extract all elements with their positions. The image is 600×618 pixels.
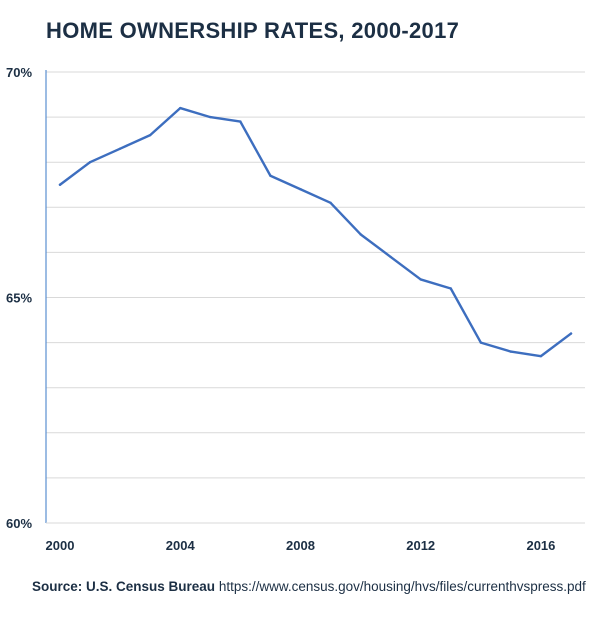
chart-title: HOME OWNERSHIP RATES, 2000-2017 [46, 18, 460, 43]
data-point [419, 278, 422, 281]
x-tick-label: 2004 [166, 538, 196, 553]
axes [45, 70, 585, 524]
y-tick-label: 60% [6, 516, 32, 531]
y-tick-label: 65% [6, 291, 32, 306]
x-tick-label: 2012 [406, 538, 435, 553]
data-point [569, 332, 573, 335]
x-tick-label: 2000 [46, 538, 75, 553]
x-tick-labels: 2000 2004 2008 2012 2016 [46, 538, 556, 553]
gridlines [46, 71, 585, 479]
data-point [209, 115, 212, 119]
data-point [239, 120, 242, 123]
x-tick-label: 2016 [526, 538, 555, 553]
x-tick-label: 2008 [286, 538, 315, 553]
series-group [58, 106, 573, 358]
y-tick-label: 70% [6, 65, 32, 80]
data-point [88, 161, 92, 164]
data-point [329, 201, 332, 204]
y-tick-labels: 60% 65% 70% [6, 65, 32, 531]
data-point [539, 354, 543, 358]
data-point [359, 233, 362, 236]
data-point [179, 106, 182, 110]
source-note: Source: U.S. Census Bureau https://www.c… [32, 579, 586, 594]
series-line [58, 106, 573, 358]
data-point [299, 188, 302, 191]
data-point [269, 174, 272, 177]
data-point [509, 350, 513, 353]
data-point [479, 341, 483, 344]
data-point [148, 133, 152, 137]
source-url: https://www.census.gov/housing/hvs/files… [218, 579, 586, 594]
source-label: Source: U.S. Census Bureau [32, 579, 216, 594]
data-point [118, 147, 122, 150]
data-point [389, 255, 392, 259]
data-point [58, 183, 62, 186]
data-point [449, 287, 452, 290]
